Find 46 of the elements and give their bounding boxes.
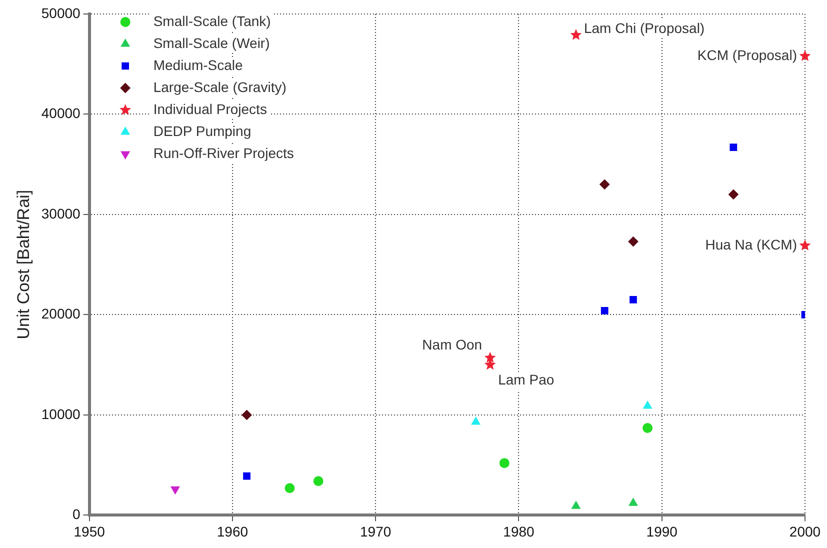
point [243, 472, 250, 480]
y-tick-label: 20000 [41, 306, 81, 322]
point [313, 476, 324, 486]
annotation: Lam Chi (Proposal) [584, 20, 705, 36]
point [728, 189, 738, 200]
y-tick-label: 10000 [41, 406, 81, 422]
point [600, 179, 610, 190]
point [242, 410, 252, 420]
point [730, 144, 738, 151]
y-tick-label: 40000 [41, 105, 81, 122]
y-tick-label: 30000 [41, 205, 81, 222]
legend-label: Run-Off-River Projects [153, 144, 294, 161]
y-tick-label: 0 [72, 506, 81, 522]
legend-label: Individual Projects [153, 100, 267, 117]
point [572, 501, 580, 509]
x-tick-label: 2000 [789, 523, 821, 540]
legend-label: Large-Scale (Gravity) [153, 78, 286, 95]
point [499, 458, 510, 468]
point [643, 400, 652, 409]
x-tick-label: 1990 [646, 523, 678, 540]
point [484, 352, 496, 363]
y-axis-title: Unit Cost [Baht/Rai] [14, 190, 33, 340]
point [628, 236, 638, 247]
point [284, 483, 295, 494]
annotation: KCM (Proposal) [697, 46, 797, 63]
x-tick-label: 1960 [216, 523, 248, 540]
legend-label: Small-Scale (Weir) [153, 34, 270, 51]
point [600, 307, 608, 314]
point [799, 50, 811, 61]
point [799, 240, 811, 250]
point [570, 29, 582, 40]
x-tick-label: 1980 [503, 523, 535, 540]
annotation: Lam Pao [498, 372, 554, 388]
point [630, 296, 637, 304]
legend-label: Medium-Scale [153, 56, 244, 73]
legend-label: Small-Scale (Tank) [153, 12, 271, 29]
x-tick-label: 1970 [360, 523, 392, 540]
y-tick-label: 50000 [41, 4, 81, 21]
annotation: Nam Oon [422, 336, 482, 353]
point [628, 498, 638, 506]
annotation: Hua Na (KCM) [705, 236, 797, 252]
point [642, 422, 653, 433]
x-tick-label: 1950 [74, 523, 106, 540]
legend-label: DEDP Pumping [153, 122, 252, 139]
point [471, 416, 480, 425]
point [170, 486, 180, 494]
